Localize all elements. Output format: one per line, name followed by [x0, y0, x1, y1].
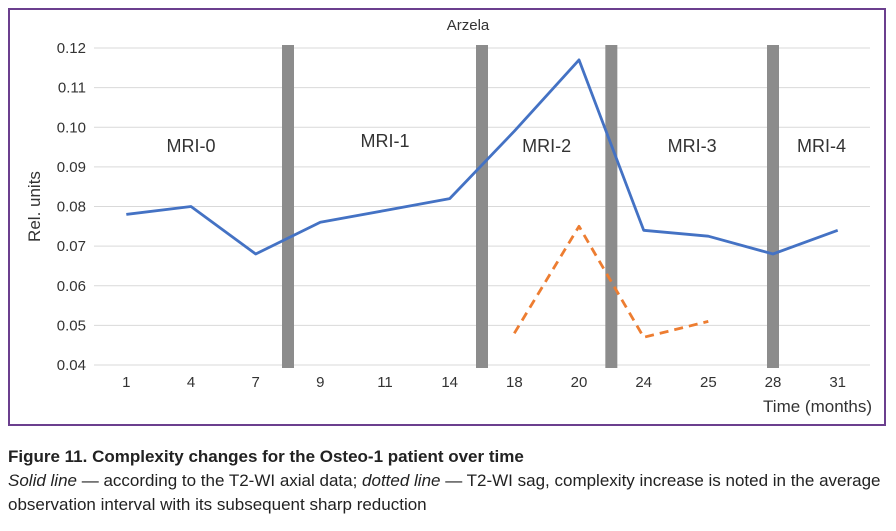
y-tick-label: 0.05 — [57, 317, 86, 334]
series-line-dotted — [513, 224, 709, 339]
x-tick-label: 7 — [251, 374, 259, 391]
figure-caption-title: Figure 11. Complexity changes for the Os… — [8, 447, 524, 466]
x-tick-label: 28 — [765, 374, 782, 391]
x-tick-label: 1 — [122, 374, 130, 391]
x-tick-label: 9 — [316, 374, 324, 391]
line-chart: 0.040.050.060.070.080.090.100.110.121 4 7 9… — [25, 17, 872, 416]
solid-line-label: Solid line — [8, 471, 77, 490]
y-axis-label: Rel. units — [25, 171, 44, 242]
figure-caption-body: Solid line — according to the T2-WI axia… — [8, 469, 892, 517]
y-tick-label: 0.06 — [57, 278, 86, 295]
y-tick-label: 0.11 — [58, 80, 86, 97]
mri-separator-bar — [767, 45, 779, 368]
x-tick-label: 4 — [187, 374, 195, 391]
y-tick-label: 0.07 — [57, 238, 86, 255]
y-tick-label: 0.09 — [57, 159, 86, 176]
mri-separator-bar — [476, 45, 488, 368]
x-tick-label: 25 — [700, 374, 717, 391]
y-tick-label: 0.08 — [57, 199, 86, 216]
dotted-line-label: dotted line — [362, 471, 441, 490]
region-label: MRI-2 — [522, 136, 571, 156]
x-tick-label: 31 — [829, 374, 846, 391]
region-label: MRI-3 — [668, 136, 717, 156]
x-tick-label: 14 — [441, 374, 458, 391]
chart-title: Arzela — [447, 17, 490, 34]
solid-line-description: — according to the T2-WI axial data; — [77, 471, 363, 490]
mri-separator-bar — [282, 45, 294, 368]
dotted-line-description: — T2-WI sag, complexity increase is note… — [8, 471, 881, 514]
region-label: MRI-0 — [167, 136, 216, 156]
series-line-solid — [126, 58, 839, 256]
chart-frame: 0.04 0.05 0.06 0.07 0.08 0.09 0.10 0.11 0.12 1 4 7 9… — [8, 8, 886, 426]
mri-separator-bar — [605, 45, 618, 368]
x-tick-label: 20 — [571, 374, 588, 391]
x-tick-label: 24 — [635, 374, 652, 391]
region-label: MRI-4 — [797, 136, 846, 156]
y-tick-label: 0.10 — [57, 119, 86, 136]
x-axis-label: Time (months) — [763, 397, 872, 416]
y-tick-label: 0.04 — [57, 357, 86, 374]
y-tick-label: 0.12 — [57, 40, 86, 57]
x-tick-label: 18 — [506, 374, 523, 391]
region-label: MRI-1 — [361, 131, 410, 151]
x-tick-label: 11 — [377, 374, 393, 391]
